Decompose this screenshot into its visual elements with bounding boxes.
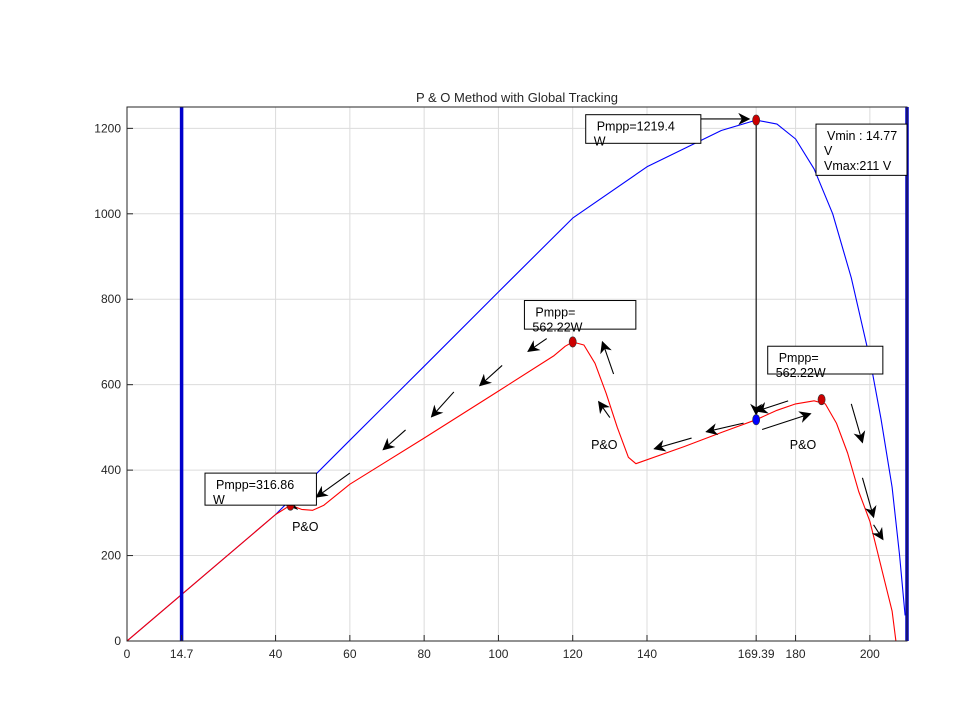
po-label: P&O xyxy=(790,438,817,452)
series-group xyxy=(126,119,906,642)
x-tick-label: 140 xyxy=(637,647,657,661)
tracking-arrow xyxy=(315,472,351,498)
x-tick-label: 120 xyxy=(563,647,583,661)
annotation-text: Vmax:211 V xyxy=(824,159,892,173)
annotation-text: 562.22W xyxy=(776,366,826,380)
po-label: P&O xyxy=(591,438,618,452)
po-label: P&O xyxy=(292,520,319,534)
annotation-text: Vmin : 14.77 xyxy=(827,129,897,143)
y-tick-label: 800 xyxy=(101,292,121,306)
y-tick-label: 400 xyxy=(101,463,121,477)
mpp-point-marker xyxy=(817,394,826,406)
mpp-point-marker xyxy=(752,414,761,426)
tracking-arrow xyxy=(478,365,503,387)
annotation-box xyxy=(204,472,317,506)
y-tick-label: 1200 xyxy=(94,121,121,135)
tracking-arrow xyxy=(871,524,884,541)
tracking-arrow xyxy=(850,403,866,444)
annotation-box xyxy=(585,114,702,144)
annotation-box xyxy=(767,345,884,375)
annotation-box xyxy=(523,300,637,330)
y-tick-label: 200 xyxy=(101,549,121,563)
tracking-arrow xyxy=(600,340,615,375)
red-pv-curve xyxy=(126,341,897,642)
x-tick-label: 180 xyxy=(786,647,806,661)
tracking-arrow xyxy=(653,437,692,452)
tracking-arrow xyxy=(382,429,406,451)
annotation-text: Pmpp=316.86 xyxy=(216,478,294,492)
tracking-arrow xyxy=(430,391,455,418)
annotation-text: W xyxy=(213,493,225,507)
tracking-arrow xyxy=(861,477,877,519)
annotation-text: 562.22W xyxy=(532,321,582,335)
annotation-text: Pmpp= xyxy=(779,351,819,365)
mpp-point-marker xyxy=(568,336,577,348)
x-tick-label: 0 xyxy=(124,647,131,661)
x-tick-label: 169.39 xyxy=(738,647,775,661)
annotation-text: V xyxy=(824,144,833,158)
annotation-text: W xyxy=(594,135,606,149)
x-tick-label: 100 xyxy=(488,647,508,661)
annotation-text: Pmpp= xyxy=(535,306,575,320)
y-tick-label: 1000 xyxy=(94,207,121,221)
tracking-arrow xyxy=(705,422,744,436)
y-tick-label: 600 xyxy=(101,378,121,392)
tracking-arrow xyxy=(598,400,611,418)
annotation-text: Pmpp=1219.4 xyxy=(597,120,675,134)
blue-pv-curve xyxy=(126,119,906,642)
ticks: 0 14.7 40 60 80 100 120 140 169.39 180 200 0 200 400 6… xyxy=(94,121,880,661)
mpp-point-marker xyxy=(752,114,761,126)
y-tick-label: 0 xyxy=(114,634,121,648)
annotations: Pmpp=316.86WPmpp=562.22WPmpp=1219.4WPmpp… xyxy=(204,114,908,534)
chart-title: P & O Method with Global Tracking xyxy=(416,90,618,105)
tracking-arrow xyxy=(761,411,812,431)
x-tick-label: 40 xyxy=(269,647,283,661)
x-tick-label: 80 xyxy=(417,647,431,661)
tracking-arrow xyxy=(527,338,548,353)
x-tick-label: 200 xyxy=(860,647,880,661)
x-tick-label: 14.7 xyxy=(170,647,194,661)
x-tick-label: 60 xyxy=(343,647,357,661)
axes-frame xyxy=(126,106,908,642)
annotation-box xyxy=(815,123,908,176)
